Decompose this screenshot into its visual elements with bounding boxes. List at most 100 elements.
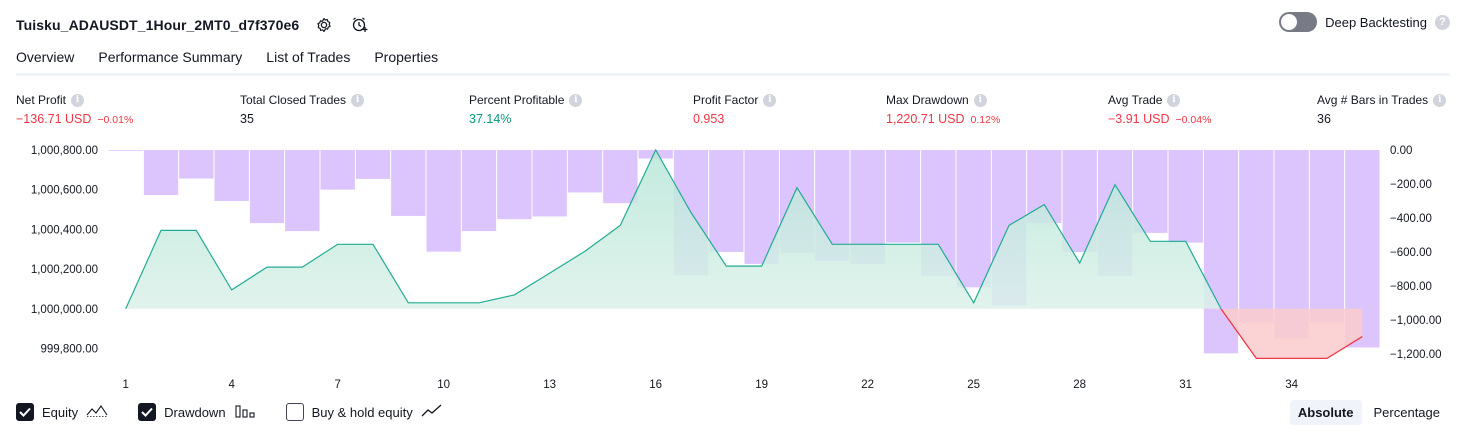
metric-value: 0.953 — [693, 112, 725, 126]
drawdown-bar — [249, 150, 285, 224]
right-axis-tick-label: −400.00 — [1390, 213, 1432, 225]
drawdown-bar — [1309, 150, 1345, 323]
metric-value: −136.71 USD — [16, 112, 92, 126]
drawdown-bar — [108, 150, 143, 151]
legend-equity[interactable]: Equity — [16, 403, 108, 421]
deep-backtesting: Deep Backtesting ? — [1279, 12, 1450, 32]
chart-legend: Equity Drawdown Buy & hold equity — [16, 403, 443, 421]
equity-checkbox[interactable] — [16, 403, 34, 421]
metric-total-closed-trades: Total Closed Trades i 35 — [240, 93, 365, 126]
metric-label: Profit Factor — [693, 93, 759, 107]
info-icon[interactable]: i — [1167, 93, 1181, 107]
info-icon[interactable]: i — [569, 93, 583, 107]
drawdown-bar — [1168, 150, 1203, 243]
drawdown-bar — [143, 150, 179, 196]
legend-label: Buy & hold equity — [311, 404, 413, 420]
right-axis-tick-label: −1,000.00 — [1390, 315, 1441, 327]
equity-loss-area — [125, 308, 1363, 359]
tab-overview[interactable]: Overview — [16, 44, 75, 76]
help-icon[interactable]: ? — [1435, 14, 1450, 30]
metric-sub-value: −0.04% — [1175, 114, 1212, 126]
left-axis-tick-label: 1,000,600.00 — [31, 185, 98, 197]
drawdown-bar — [956, 150, 991, 288]
metric-max-drawdown: Max Drawdown i 1,220.71 USD 0.12% — [886, 93, 1000, 126]
metric-value: −3.91 USD — [1108, 112, 1170, 126]
info-icon[interactable]: i — [351, 93, 365, 107]
x-axis-tick-label: 31 — [1179, 379, 1192, 391]
tab-properties[interactable]: Properties — [374, 49, 439, 65]
info-icon[interactable]: i — [1433, 93, 1447, 107]
drawdown-bar — [285, 150, 320, 232]
metric-value: 35 — [240, 112, 254, 126]
info-icon[interactable]: i — [763, 93, 777, 107]
metric-net-profit: Net Profit i −136.71 USD −0.01% — [16, 93, 133, 126]
tab-list-of-trades[interactable]: List of Trades — [266, 49, 351, 65]
drawdown-bar — [461, 150, 497, 232]
left-axis-tick-label: 1,000,800.00 — [31, 145, 98, 157]
metric-label: Avg Trade — [1108, 93, 1163, 107]
metric-avg-bars: Avg # Bars in Trades i 36 — [1317, 93, 1447, 126]
strategy-header: Tuisku_ADAUSDT_1Hour_2MT0_d7f370e6 — [16, 10, 371, 40]
drawdown-bar — [179, 150, 214, 179]
legend-buy-hold-equity[interactable]: Buy & hold equity — [285, 403, 443, 421]
left-axis-tick-label: 999,800.00 — [40, 344, 98, 356]
value-mode-switch: Absolute Percentage — [1289, 400, 1448, 425]
right-axis-tick-label: −1,200.00 — [1390, 349, 1441, 361]
add-alert-icon[interactable] — [349, 14, 371, 36]
right-axis-tick-label: 0.00 — [1390, 145, 1412, 157]
strategy-title: Tuisku_ADAUSDT_1Hour_2MT0_d7f370e6 — [16, 17, 300, 33]
x-axis-tick-label: 28 — [1073, 379, 1086, 391]
deep-backtesting-label: Deep Backtesting — [1325, 14, 1427, 30]
x-axis-tick-label: 13 — [543, 379, 556, 391]
drawdown-bar — [1274, 150, 1309, 339]
drawdown-bar — [497, 150, 532, 220]
tab-performance-summary[interactable]: Performance Summary — [98, 49, 243, 65]
x-axis-tick-label: 16 — [649, 379, 662, 391]
buy-hold-checkbox[interactable] — [285, 403, 304, 421]
drawdown-bar — [355, 150, 391, 179]
left-axis-tick-label: 1,000,000.00 — [31, 304, 98, 316]
x-axis-tick-label: 10 — [437, 379, 450, 391]
deep-backtesting-toggle[interactable] — [1279, 12, 1318, 32]
drawdown-bar — [532, 150, 567, 217]
metric-sub-value: 0.12% — [970, 114, 1001, 126]
right-axis-tick-label: −600.00 — [1390, 247, 1432, 259]
report-tabs: Overview Performance Summary List of Tra… — [16, 44, 439, 76]
gear-icon[interactable] — [313, 14, 335, 36]
tabs-divider — [16, 73, 1450, 76]
drawdown-bar — [320, 150, 355, 190]
equity-area — [125, 150, 1363, 309]
x-axis-tick-label: 22 — [861, 379, 874, 391]
metric-label: Net Profit — [16, 93, 67, 107]
info-icon[interactable]: i — [71, 93, 85, 107]
drawdown-bars-icon — [234, 404, 256, 421]
right-axis-tick-label: −200.00 — [1390, 179, 1432, 191]
metrics-row: Net Profit i −136.71 USD −0.01% Total Clos… — [16, 93, 1450, 133]
left-axis-tick-label: 1,000,400.00 — [31, 224, 98, 236]
legend-drawdown[interactable]: Drawdown — [138, 403, 255, 421]
x-axis-tick-label: 4 — [228, 379, 235, 391]
metric-avg-trade: Avg Trade i −3.91 USD −0.04% — [1108, 93, 1211, 126]
absolute-button[interactable]: Absolute — [1289, 400, 1362, 425]
drawdown-bar — [709, 150, 744, 252]
metric-label: Max Drawdown — [886, 93, 969, 107]
metric-value: 1,220.71 USD — [886, 112, 965, 126]
drawdown-bar — [1062, 150, 1097, 252]
drawdown-bar — [567, 150, 603, 193]
x-axis-tick-label: 25 — [967, 379, 980, 391]
metric-sub-value: −0.01% — [97, 114, 134, 126]
equity-drawdown-chart[interactable]: 1,000,800.00 1,000,600.00 1,000,400.00 1,00… — [0, 140, 1466, 395]
buy-hold-line-icon — [421, 404, 443, 421]
drawdown-bar — [214, 150, 249, 201]
drawdown-bar — [1133, 150, 1168, 233]
x-axis-tick-label: 7 — [334, 379, 340, 391]
equity-line-icon — [86, 404, 108, 421]
drawdown-bar — [603, 150, 638, 204]
legend-label: Equity — [42, 404, 79, 420]
drawdown-checkbox[interactable] — [138, 403, 157, 421]
x-axis-tick-label: 34 — [1285, 379, 1298, 391]
drawdown-bar — [426, 150, 461, 252]
info-icon[interactable]: i — [973, 93, 987, 107]
metric-value: 37.14% — [469, 112, 512, 126]
percentage-button[interactable]: Percentage — [1373, 405, 1441, 420]
